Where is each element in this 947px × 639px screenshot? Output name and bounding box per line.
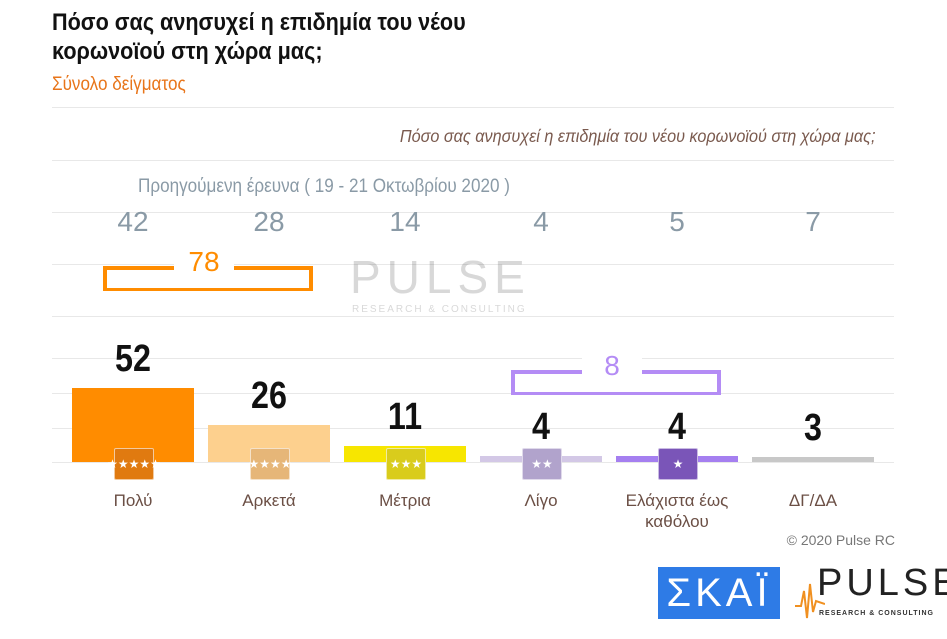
pulse-watermark: PULSE RESEARCH & CONSULTING [350,251,531,315]
previous-survey-label: Προηγούμενη έρευνα ( 19 - 21 Οκτωβρίου 2… [138,176,510,197]
chart-subtitle: Σύνολο δείγματος [52,74,186,95]
category-label: Πολύ [113,491,153,510]
gridline [52,316,894,317]
baseline [52,462,894,463]
data-label: 4 [532,406,550,449]
category-label: Αρκετά [242,491,296,510]
stars-icon: ★★★ [386,448,426,480]
stars-icon: ★★★★★ [107,448,161,480]
group-total: 8 [582,350,642,382]
skai-logo: ΣΚΑΪ [658,567,780,619]
previous-value: 4 [533,206,549,237]
data-label: 26 [251,375,287,418]
stars-icon: ★★ [522,448,562,480]
gridline [52,212,894,213]
category-label: ΔΓ/ΔΑ [788,491,838,510]
category-label: Μέτρια [379,491,431,510]
bar [752,457,874,462]
category-label: Λίγο [524,491,558,510]
group-total: 78 [174,246,234,278]
previous-value: 28 [253,206,285,237]
data-label: 3 [804,407,822,449]
data-label: 52 [115,338,151,381]
previous-value: 5 [669,206,685,237]
question-label: Πόσο σας ανησυχεί η επιδημία του νέου κο… [399,126,875,146]
stars-icon: ★ [658,448,698,480]
gridline [52,107,894,108]
previous-value: 14 [389,206,421,237]
copyright: © 2020 Pulse RC [786,532,895,548]
data-label: 4 [668,406,686,449]
previous-value: 7 [805,206,821,237]
gridline [52,393,894,394]
category-label: Ελάχιστα έως καθόλου [625,491,729,531]
stars-icon: ★★★★ [248,448,292,480]
gridline [52,358,894,359]
gridline [52,160,894,161]
gridline [52,428,894,429]
chart-title: Πόσο σας ανησυχεί η επιδημία του νέου κο… [52,9,466,65]
previous-value: 42 [117,206,149,237]
data-label: 11 [387,396,423,439]
gridline [52,264,894,265]
